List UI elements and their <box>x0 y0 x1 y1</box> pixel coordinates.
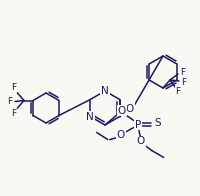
Text: O: O <box>125 103 133 113</box>
Text: F: F <box>7 97 13 106</box>
Text: F: F <box>181 77 186 86</box>
Text: F: F <box>180 67 185 76</box>
Text: O: O <box>136 136 144 146</box>
Text: O: O <box>117 105 125 115</box>
Text: N: N <box>86 112 94 122</box>
Text: N: N <box>101 86 108 96</box>
Text: O: O <box>116 130 124 140</box>
Text: P: P <box>134 120 140 130</box>
Text: F: F <box>175 86 180 95</box>
Text: F: F <box>11 83 16 92</box>
Text: F: F <box>11 109 16 118</box>
Text: S: S <box>154 117 160 128</box>
